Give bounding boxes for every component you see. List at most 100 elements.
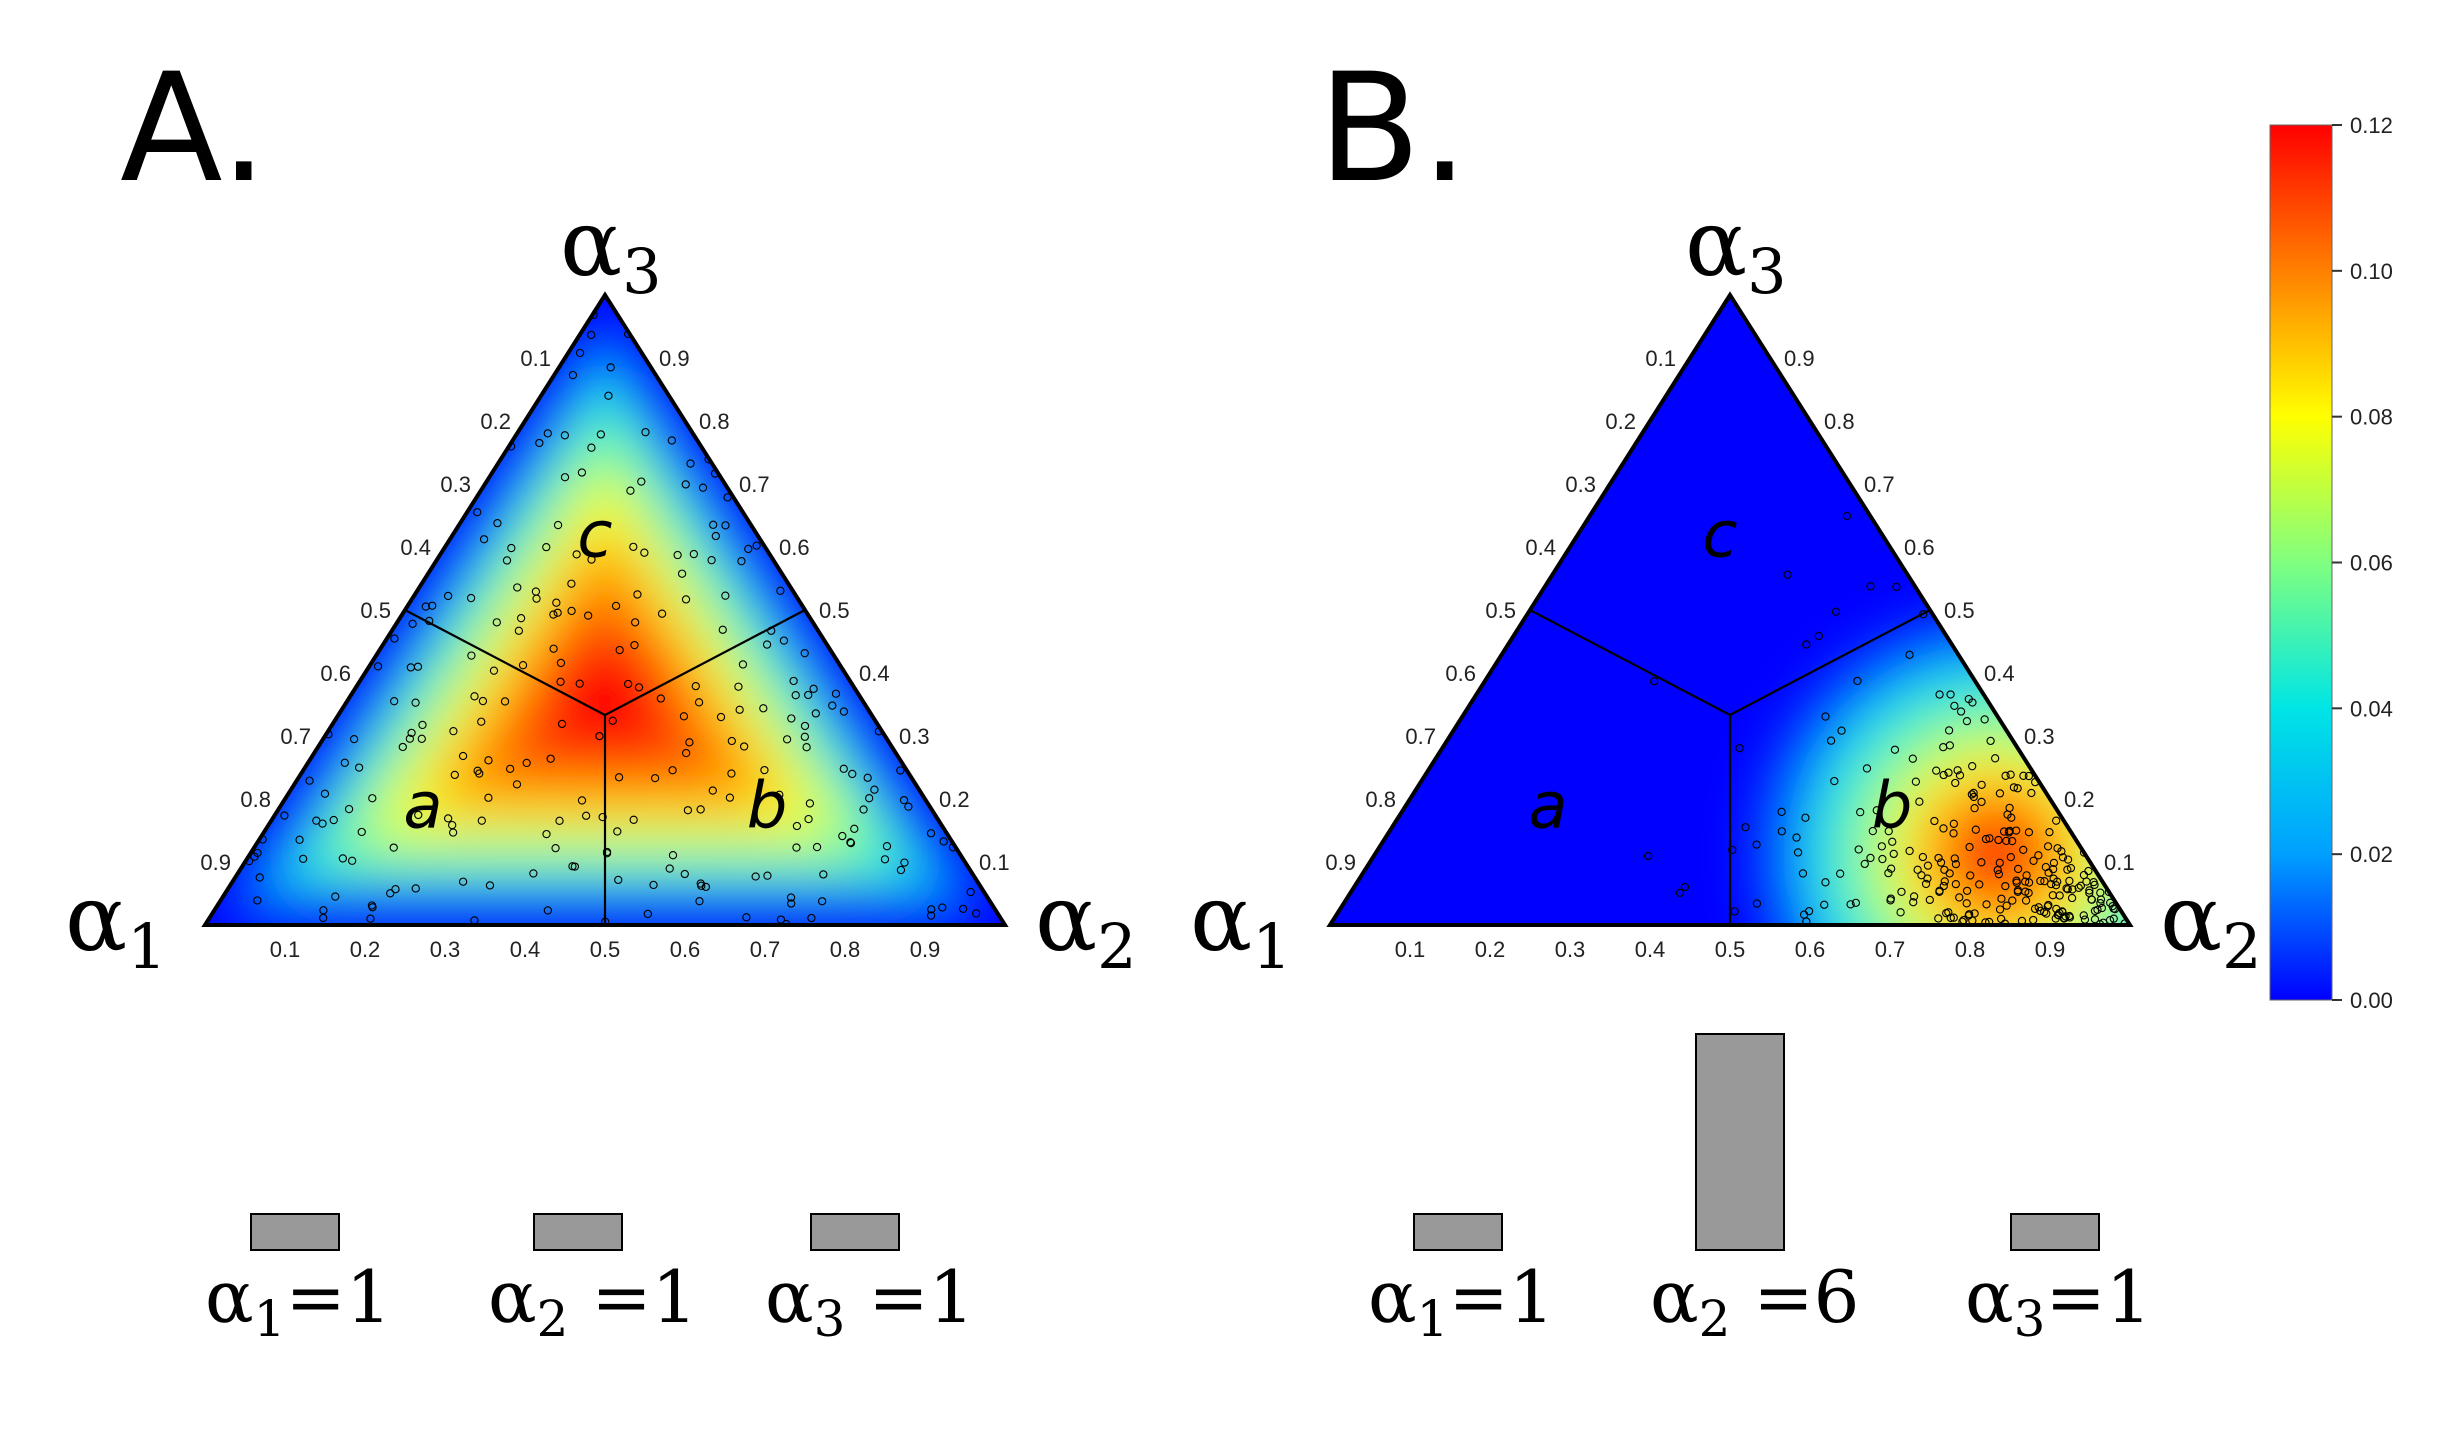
sample-point xyxy=(587,330,596,340)
sample-point xyxy=(744,544,753,554)
sample-point xyxy=(1884,868,1893,878)
sample-point xyxy=(2049,864,2058,874)
sample-point xyxy=(2040,907,2049,917)
sample-point xyxy=(546,754,555,763)
sample-point xyxy=(800,721,810,731)
sample-point xyxy=(414,810,423,820)
density-peak xyxy=(535,630,675,771)
sample-point xyxy=(373,662,383,671)
triangle-outline xyxy=(201,291,1009,927)
sample-point xyxy=(543,906,553,915)
bottom-axis-tick-label: 0.1 xyxy=(1395,937,1426,962)
sample-point xyxy=(870,785,879,794)
sample-point xyxy=(417,734,426,743)
sample-point xyxy=(1889,849,1898,859)
sample-point xyxy=(734,682,743,691)
sample-point xyxy=(776,586,785,595)
sample-point xyxy=(611,601,621,611)
sample-point xyxy=(2063,865,2072,874)
sample-point xyxy=(805,799,815,808)
sample-point xyxy=(584,611,593,620)
sample-point xyxy=(391,885,400,894)
sample-point xyxy=(739,742,749,751)
sample-point xyxy=(1814,631,1823,641)
sample-point xyxy=(759,704,768,713)
sample-point xyxy=(1995,858,2004,867)
parameter-bar-subscript: 1 xyxy=(1417,1290,1449,1348)
sample-point xyxy=(489,666,499,675)
sample-point xyxy=(939,837,948,846)
left-axis-tick-label: 0.4 xyxy=(400,535,431,560)
bottom-axis-tick-label: 0.5 xyxy=(1715,937,1746,962)
sample-point xyxy=(1967,790,1977,799)
left-axis-tick-label: 0.5 xyxy=(360,598,391,623)
parameter-bar-subscript: 3 xyxy=(814,1290,846,1348)
left-axis-tick-label: 0.8 xyxy=(1365,787,1396,812)
sample-point xyxy=(623,679,633,689)
parameter-bar-value: =1 xyxy=(2045,1255,2151,1339)
sample-point xyxy=(1886,896,1895,905)
sample-point xyxy=(786,893,796,902)
density-blobs xyxy=(225,315,985,915)
sample-point xyxy=(2048,891,2057,900)
bottom-axis-tick-label: 0.7 xyxy=(750,937,781,962)
sample-point xyxy=(555,816,564,825)
sample-point xyxy=(1798,869,1808,878)
sample-point xyxy=(1956,707,1966,716)
colorbar-tick-label: 0.00 xyxy=(2350,988,2393,1013)
sample-point xyxy=(280,811,289,820)
sample-point xyxy=(966,887,975,897)
sample-point xyxy=(2007,813,2016,822)
sample-point xyxy=(972,909,981,918)
sample-point xyxy=(2109,914,2118,923)
sample-point xyxy=(1868,826,1877,836)
sample-point xyxy=(1680,882,1690,892)
sample-point xyxy=(1777,807,1786,816)
sample-point xyxy=(2096,898,2105,908)
sample-point xyxy=(1977,858,1986,867)
sample-point xyxy=(568,862,577,871)
sample-point xyxy=(695,897,704,906)
sample-point xyxy=(848,769,857,779)
vertex-label-alpha2: α2 xyxy=(1035,865,1137,983)
sample-point xyxy=(535,438,544,448)
sample-point xyxy=(556,658,566,668)
sample-point xyxy=(762,640,772,649)
sample-point xyxy=(1971,825,1981,834)
sample-point xyxy=(1970,909,1979,918)
panel-b-ternary-plot: 0.1 0.1 0.1 0.2 0.2 0.2 0.3 0.3 0.3 0.4 0.4 0.4 0.5 0… xyxy=(1190,190,2262,983)
sample-point xyxy=(782,735,792,744)
sample-point xyxy=(354,763,364,772)
sample-point xyxy=(1975,880,1984,889)
parameter-bar-label: α3=1 xyxy=(1965,1255,2152,1348)
sample-point xyxy=(727,736,736,746)
sample-point xyxy=(1836,869,1845,878)
sample-point xyxy=(1993,865,2002,875)
sample-point xyxy=(1918,852,1928,862)
sample-point xyxy=(1913,865,1922,874)
sample-point xyxy=(681,595,691,604)
vertex-label-alpha3: α3 xyxy=(560,190,662,308)
sample-point xyxy=(1777,827,1786,836)
sample-point xyxy=(792,821,802,831)
sample-point xyxy=(318,819,327,828)
parameter-bar-label: α1=1 xyxy=(1368,1255,1555,1348)
sample-point xyxy=(2009,783,2019,792)
bottom-axis-tick-label: 0.4 xyxy=(1635,937,1666,962)
sample-point xyxy=(568,370,578,380)
sample-point xyxy=(532,594,541,603)
bottom-axis-tick-label: 0.2 xyxy=(1475,937,1506,962)
sample-point xyxy=(738,660,748,669)
sample-point xyxy=(1860,859,1869,869)
sample-point xyxy=(2034,851,2043,860)
vertex-label-alpha3: α3 xyxy=(1685,190,1787,308)
right-axis-tick-label: 0.6 xyxy=(779,535,810,560)
sample-point xyxy=(406,663,415,672)
sample-point xyxy=(1980,715,1989,724)
triangle-outline xyxy=(1326,291,2134,927)
parameter-bar-value: =1 xyxy=(1448,1255,1554,1339)
sample-point xyxy=(1950,854,1959,863)
sample-point xyxy=(711,531,720,541)
sample-point xyxy=(791,691,800,700)
